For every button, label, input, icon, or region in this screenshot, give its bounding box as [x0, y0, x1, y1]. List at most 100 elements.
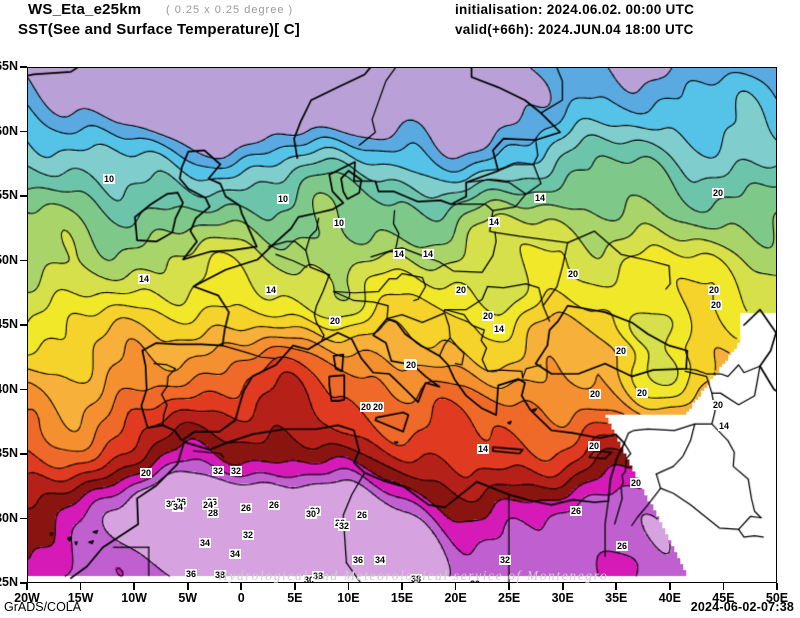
contour-value-label: 14	[421, 249, 435, 259]
contour-value-label: 38	[409, 574, 423, 583]
model-title: WS_Eta_e25km	[28, 1, 142, 18]
contour-value-label: 32	[498, 555, 512, 565]
x-axis-tick	[186, 583, 189, 590]
contour-value-label: 20	[371, 402, 385, 412]
contour-value-label: 32	[229, 466, 243, 476]
contour-value-label: 20	[481, 311, 495, 321]
x-axis-label: 45E	[712, 591, 735, 605]
y-axis-label: 25N	[0, 575, 18, 589]
contour-value-label: 24	[201, 500, 215, 510]
x-axis-tick	[347, 583, 350, 590]
x-axis-label: 50E	[765, 591, 789, 605]
contour-value-label: 32	[241, 530, 255, 540]
contour-value-label: 20	[711, 188, 725, 198]
x-axis-label: 0	[237, 591, 245, 605]
contour-value-label: 20	[566, 269, 580, 279]
contour-value-label: 26	[615, 541, 629, 551]
contour-value-label: 14	[137, 274, 151, 284]
resolution-label: ( 0.25 x 0.25 degree )	[166, 4, 294, 16]
y-axis-label: 65N	[0, 59, 18, 73]
variable-title: SST(See and Surface Temperature)[ C]	[18, 21, 300, 38]
x-axis-label: 20W	[14, 591, 40, 605]
contour-value-label: 28	[206, 508, 220, 518]
x-axis-label: 30E	[551, 591, 574, 605]
y-axis-label: 35N	[0, 446, 18, 460]
contour-value-label: 26	[355, 510, 369, 520]
contour-value-label: 14	[392, 249, 406, 259]
y-axis-tick	[20, 453, 27, 455]
map-canvas-wrap	[28, 68, 776, 582]
contour-value-label: 10	[332, 218, 346, 228]
contour-value-label: 38	[311, 571, 325, 581]
contour-value-label: 34	[228, 549, 242, 559]
x-axis-tick	[240, 583, 243, 590]
x-axis-tick	[401, 583, 403, 590]
software-credit: GrADS/COLA	[4, 600, 82, 614]
contour-value-label: 26	[267, 500, 281, 510]
contour-value-label: 14	[476, 444, 490, 454]
y-axis-tick	[20, 195, 27, 197]
x-axis-tick	[669, 583, 671, 590]
y-axis-tick	[20, 324, 27, 326]
x-axis-label: 15W	[67, 591, 94, 605]
x-axis-tick	[133, 583, 135, 590]
x-axis-label: 40E	[658, 591, 681, 605]
x-axis-tick	[776, 583, 778, 590]
contour-value-label: 34	[198, 538, 212, 548]
x-axis-tick	[454, 583, 457, 590]
contour-value-label: 38	[213, 570, 227, 580]
x-axis-label: 35E	[605, 591, 628, 605]
contour-value-label: 20	[629, 478, 643, 488]
x-axis-label: 20E	[444, 591, 467, 605]
contour-value-label: 20	[587, 441, 601, 451]
contour-value-label: 14	[264, 285, 278, 295]
contour-value-label: 20	[709, 300, 723, 310]
x-axis-tick	[508, 583, 510, 590]
contour-value-label: 20	[404, 360, 418, 370]
x-axis-tick	[561, 583, 564, 590]
contour-value-label: 20	[328, 316, 342, 326]
y-axis-label: 45N	[0, 317, 18, 331]
x-axis-tick	[26, 583, 28, 590]
x-axis-label: 15E	[390, 591, 414, 605]
sst-contour-canvas	[28, 68, 776, 582]
y-axis-label: 30N	[0, 510, 18, 525]
contour-value-label: 30	[164, 499, 178, 509]
contour-value-label: 26	[569, 506, 583, 516]
contour-value-label: 14	[492, 324, 506, 334]
contour-value-label: 20	[454, 285, 468, 295]
contour-value-label: 10	[276, 194, 290, 204]
x-axis-tick	[294, 583, 296, 590]
contour-value-label: 30	[304, 509, 318, 519]
x-axis-label: 25E	[498, 591, 521, 605]
y-axis-tick	[20, 388, 27, 391]
contour-value-label: 36	[351, 555, 365, 565]
contour-value-label: 14	[487, 217, 501, 227]
contour-value-label: 20	[139, 468, 153, 478]
contour-value-label: 32	[337, 521, 351, 531]
x-axis-tick	[79, 583, 82, 590]
contour-value-label: 34	[373, 555, 387, 565]
contour-value-label: 20	[707, 285, 721, 295]
y-axis-label: 60N	[0, 123, 18, 138]
chart-header: WS_Eta_e25km ( 0.25 x 0.25 degree ) SST(…	[0, 0, 800, 46]
x-axis-tick	[722, 583, 725, 590]
contour-value-label: 14	[717, 421, 731, 431]
valid-time: valid(+66h): 2024.JUN.04 18:00 UTC	[455, 22, 694, 37]
contour-value-label: 32	[211, 466, 225, 476]
y-axis-tick	[20, 582, 27, 584]
y-axis-tick	[20, 259, 27, 262]
initialisation-time: initialisation: 2024.06.02. 00:00 UTC	[455, 2, 695, 17]
contour-value-label: 10	[102, 174, 116, 184]
y-axis-tick	[20, 517, 27, 520]
contour-value-label: 14	[533, 193, 547, 203]
y-axis-label: 50N	[0, 252, 18, 267]
contour-value-label: 34	[171, 502, 185, 512]
contour-value-label: 20	[635, 388, 649, 398]
x-axis-label: 10E	[337, 591, 360, 605]
x-axis-tick	[615, 583, 618, 590]
y-axis-label: 40N	[0, 381, 18, 396]
contour-value-label: 20	[711, 400, 725, 410]
contour-value-label: 36	[184, 569, 198, 579]
contour-value-label: 20	[359, 402, 373, 412]
